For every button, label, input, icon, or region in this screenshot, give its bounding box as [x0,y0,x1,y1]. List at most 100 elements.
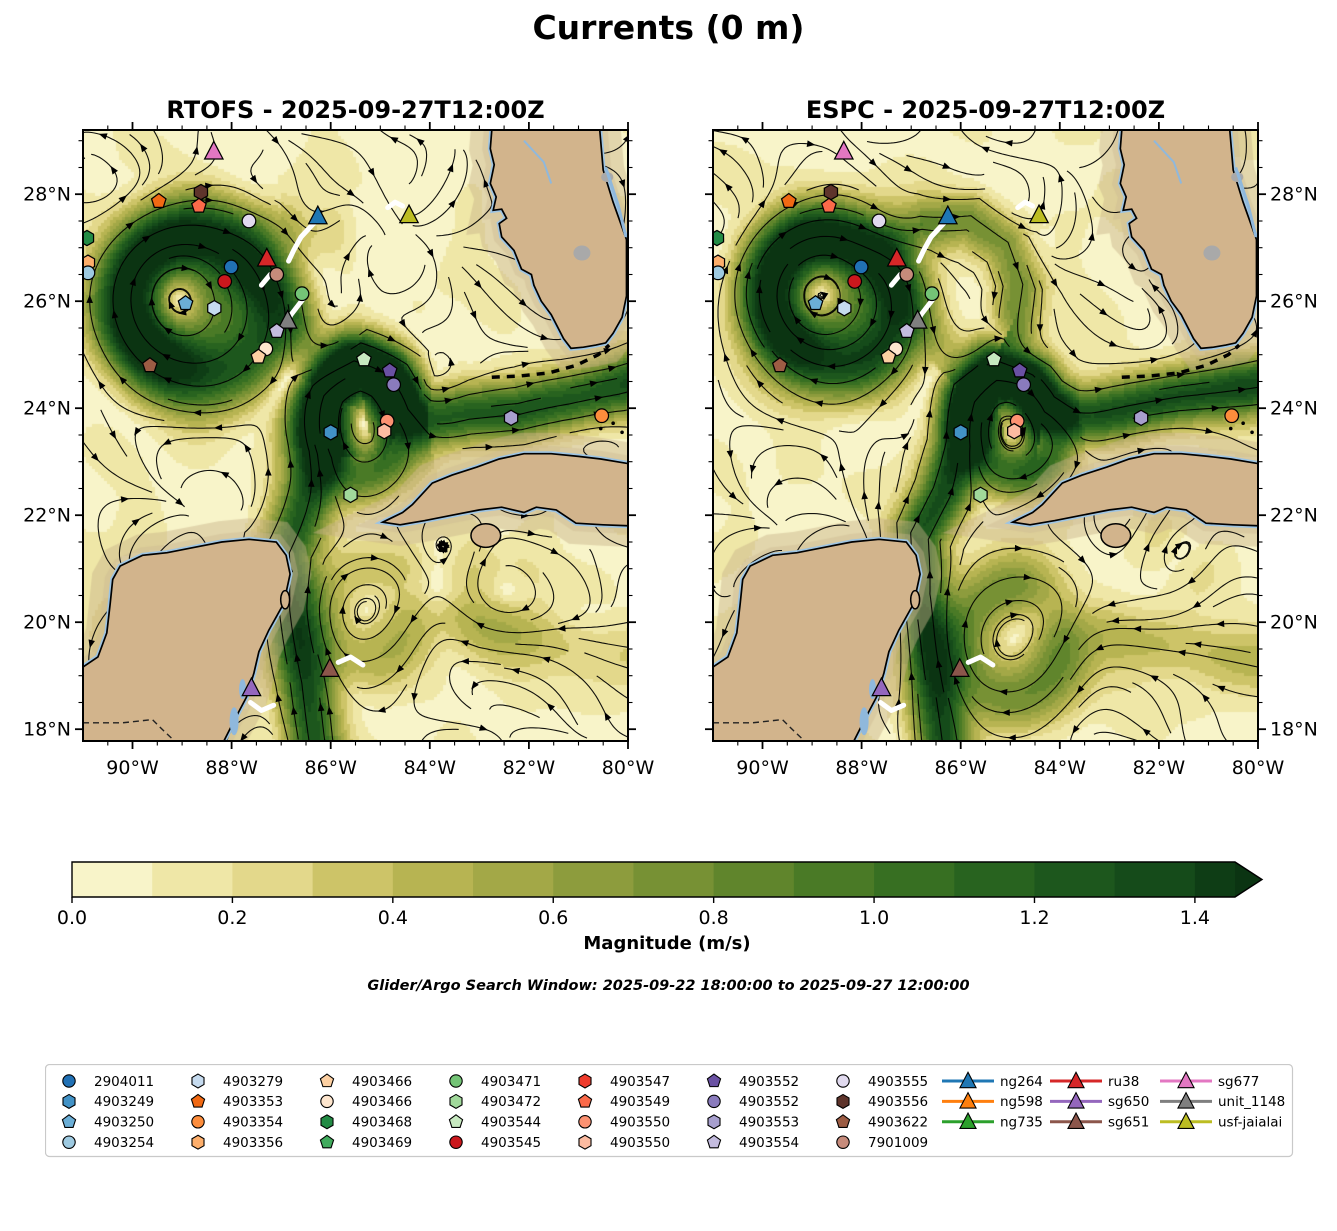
y-tick-label: 26°N [1270,291,1318,313]
svg-text:ng598: ng598 [1000,1094,1043,1110]
colorbar-segment [874,862,955,897]
axes: 90°W 88°W 86°W 84°W 82°W 80°W 18°N 20°N 22°N 24°N… [705,122,1318,779]
colorbar-tick-label: 1.2 [1019,907,1049,929]
platform-marker-4903544 [355,351,372,367]
platform-marker-4903552 [386,377,402,393]
platform-markers [713,140,1240,697]
axes: 90°W 88°W 86°W 84°W 82°W 80°W 18°N 20°N 22°N 24°N… [23,122,654,779]
cay [598,426,603,431]
colorbar-segment [1194,862,1236,897]
platform-marker-4903555 [241,213,257,229]
platform-marker-sg650 [241,676,262,697]
x-tick-label: 82°W [503,757,556,779]
platform-legend: 2904011 4903249 4903250 4903254 4903279 49033… [45,1064,1294,1158]
platform-marker-4903553 [1133,409,1149,427]
platform-marker-2904011 [223,259,239,275]
streamlines [83,130,628,741]
platform-marker-usf-jaialai [1028,203,1050,224]
platform-marker-4903622 [771,357,788,373]
platform-marker-4903354 [1224,408,1240,424]
svg-text:4903622: 4903622 [868,1115,928,1131]
svg-text:unit_1148: unit_1148 [1218,1094,1285,1110]
svg-text:4903466: 4903466 [352,1094,412,1110]
svg-text:4903279: 4903279 [223,1074,283,1090]
platform-marker-4903622 [141,357,158,373]
svg-text:4903254: 4903254 [94,1135,154,1151]
platform-marker-4903472 [973,486,988,504]
legend-item-ru38: ru38 [1050,1071,1139,1090]
platform-marker-4903353 [780,192,797,208]
colorbar-segment [232,862,314,897]
svg-text:sg677: sg677 [1218,1074,1259,1090]
platform-marker-4903466 [880,348,897,364]
map-panel-rtofs: 90°W 88°W 86°W 84°W 82°W 80°W 18°N 20°N 22°N 24°N… [23,122,654,779]
platform-markers [83,140,610,697]
legend-item-4903468: 4903468 [320,1114,412,1131]
svg-text:4903249: 4903249 [94,1094,154,1110]
land-masses [713,130,1258,741]
legend-item-4903471: 4903471 [449,1074,541,1090]
legend-item-4903469: 4903469 [319,1134,412,1151]
colorbar-segment [1034,862,1116,897]
svg-text:4903466: 4903466 [352,1074,412,1090]
svg-text:4903250: 4903250 [94,1115,154,1131]
platform-marker-4903552 [381,362,398,378]
x-tick-label: 90°W [106,757,159,779]
legend-item-4903555: 4903555 [836,1074,928,1090]
map-overlay-rtofs: 90°W 88°W 86°W 84°W 82°W 80°W 18°N 20°N 22°N 24°N… [23,122,654,779]
platform-marker-4903468 [713,229,725,247]
colorbar-tick-label: 0.6 [538,907,568,929]
svg-text:ru38: ru38 [1108,1074,1139,1090]
platform-marker-sg651 [949,657,970,677]
y-tick-label: 18°N [1270,719,1318,741]
svg-text:4903555: 4903555 [868,1074,928,1090]
y-tick-label: 22°N [1270,505,1318,527]
platform-marker-usf-jaialai [398,203,420,224]
colorbar-tick-label: 0.0 [57,907,87,929]
colorbar-segment [954,862,1035,897]
colorbar-segment [72,862,153,897]
platform-marker-sg677 [833,140,855,160]
x-tick-label: 86°W [934,757,987,779]
colorbar-segment [473,862,554,897]
legend-item-4903622: 4903622 [835,1114,928,1131]
platform-marker-4903472 [343,486,358,504]
island [279,589,291,610]
river [1153,140,1183,184]
platform-marker-4903545 [217,273,233,289]
y-tick-label: 24°N [23,398,71,420]
svg-text:4903550: 4903550 [610,1115,670,1131]
colorbar-segment [152,862,233,897]
legend-item-ng264: ng264 [942,1071,1043,1090]
y-tick-label: 20°N [1270,612,1318,634]
platform-marker-ng264 [937,204,959,225]
svg-text:4903468: 4903468 [352,1115,412,1131]
platform-marker-4903471 [294,286,310,302]
legend-box [45,1064,1294,1158]
legend-item-4903254: 4903254 [62,1135,154,1151]
map-overlay-espc: 90°W 88°W 86°W 84°W 82°W 80°W 18°N 20°N 22°N 24°N… [705,122,1318,779]
cay [1250,430,1254,435]
platform-marker-4903250 [177,294,194,311]
island [470,523,502,549]
legend-item-4903554: 4903554 [706,1134,799,1151]
svg-text:4903552: 4903552 [739,1074,799,1090]
platform-marker-4903354 [594,408,610,424]
legend-item-sg650: sg650 [1050,1091,1149,1110]
x-tick-label: 90°W [736,757,789,779]
platform-marker-unit_1148 [907,309,928,329]
platform-marker-ru38 [256,247,278,267]
colorbar-segment [312,862,394,897]
panel-title-rtofs: RTOFS - 2025-09-27T12:00Z [166,96,545,124]
colorbar-segment [713,862,795,897]
y-tick-label: 28°N [1270,184,1318,206]
svg-text:4903556: 4903556 [868,1094,928,1110]
svg-text:4903547: 4903547 [610,1074,670,1090]
belize-lagoon [229,707,239,736]
colorbar-tick-label: 1.0 [859,907,889,929]
land-masses [83,130,628,741]
colorbar-tick-label: 0.4 [378,907,408,929]
y-tick-label: 28°N [23,184,71,206]
svg-text:2904011: 2904011 [94,1074,154,1090]
svg-text:sg651: sg651 [1108,1115,1149,1131]
